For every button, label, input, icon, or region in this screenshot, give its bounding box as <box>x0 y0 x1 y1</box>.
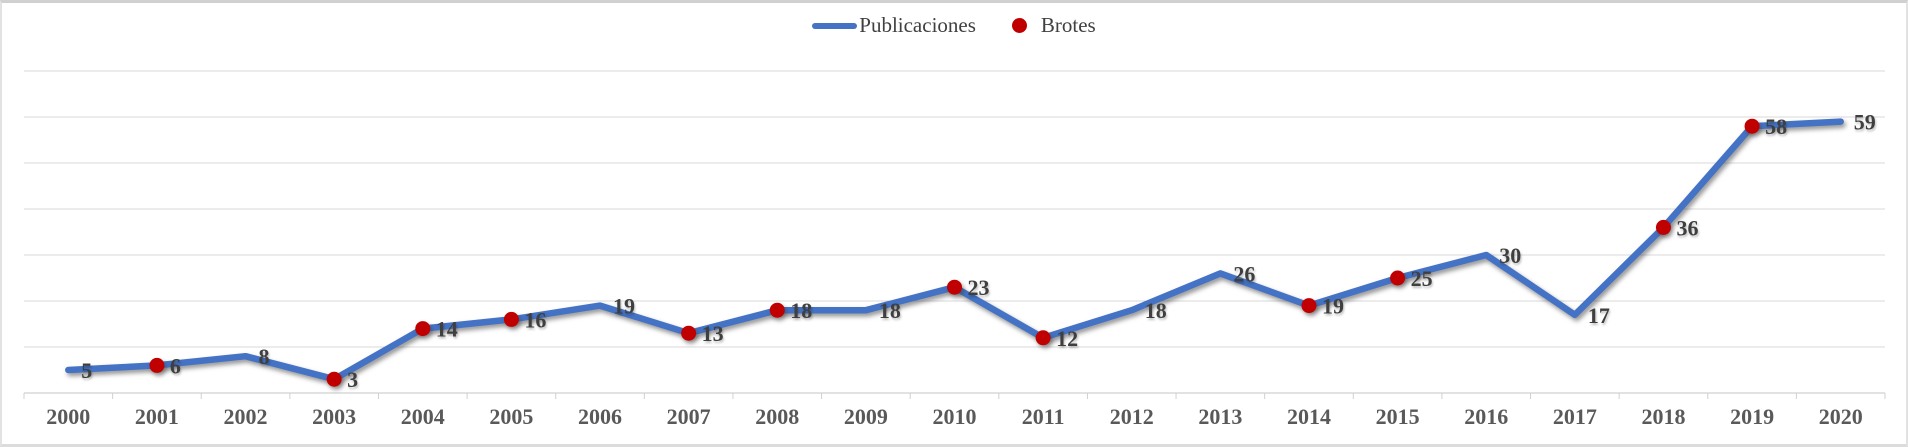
data-label: 19 <box>613 294 635 319</box>
legend-label-publicaciones: Publicaciones <box>859 13 976 37</box>
data-label: 16 <box>524 307 546 332</box>
data-label: 12 <box>1056 326 1078 351</box>
data-label: 25 <box>1411 266 1433 291</box>
data-label: 17 <box>1588 303 1610 328</box>
publicaciones-line <box>65 118 1844 383</box>
x-axis-label: 2006 <box>578 404 622 429</box>
brotes-dot <box>1744 118 1760 134</box>
data-label: 26 <box>1233 261 1255 286</box>
data-label: 30 <box>1499 243 1521 268</box>
x-axis-label: 2016 <box>1464 404 1508 429</box>
brotes-dot <box>1035 330 1051 346</box>
brotes-dot <box>947 279 962 295</box>
brotes-dot <box>681 325 697 341</box>
x-axis-label: 2019 <box>1730 404 1774 429</box>
brotes-dot <box>1390 270 1406 286</box>
x-axis-label: 2004 <box>401 404 445 429</box>
brotes-dot <box>503 311 519 327</box>
data-label: 36 <box>1676 215 1698 240</box>
data-label: 13 <box>702 321 724 346</box>
x-axis-label: 2010 <box>933 404 977 429</box>
data-label: 18 <box>879 298 901 323</box>
brotes-dot <box>326 371 342 387</box>
brotes-dot <box>1655 219 1671 235</box>
brotes-dot <box>1301 298 1317 314</box>
data-label: 18 <box>1145 298 1167 323</box>
x-axis-label: 2012 <box>1110 404 1154 429</box>
x-axis-label: 2002 <box>224 404 268 429</box>
line-swatch-icon <box>812 22 858 29</box>
x-axis-label: 2003 <box>312 404 356 429</box>
x-axis-label: 2014 <box>1287 404 1331 429</box>
legend-item-brotes: Brotes <box>1011 13 1096 37</box>
data-label: 5 <box>81 358 92 383</box>
data-label: 6 <box>170 353 181 378</box>
data-label: 3 <box>347 367 358 392</box>
x-axis-label: 2017 <box>1553 404 1597 429</box>
x-axis-label: 2000 <box>46 404 90 429</box>
legend-label-brotes: Brotes <box>1040 13 1096 37</box>
x-axis-label: 2011 <box>1022 404 1065 429</box>
brotes-dot <box>769 302 785 318</box>
x-axis-label: 2005 <box>489 404 533 429</box>
legend-item-publicaciones: Publicaciones <box>812 15 976 36</box>
data-label: 18 <box>790 298 812 323</box>
data-label: 19 <box>1322 294 1344 319</box>
brotes-dot <box>415 321 431 337</box>
x-axis-label: 2001 <box>135 404 179 429</box>
data-label: 59 <box>1854 110 1876 135</box>
chart-legend: Publicaciones Brotes <box>2 15 1906 36</box>
chart-canvas: 2000 2001 2002 2003 2004 2005 2006 2007 2008 2009… <box>23 70 1886 429</box>
x-axis-label: 2009 <box>844 404 888 429</box>
x-axis-label: 2008 <box>755 404 799 429</box>
data-label: 23 <box>968 275 990 300</box>
data-label: 58 <box>1765 114 1787 139</box>
x-axis-label: 2018 <box>1641 404 1685 429</box>
x-axis-label: 2007 <box>667 404 711 429</box>
x-axis-label: 2015 <box>1376 404 1420 429</box>
x-axis-label: 2013 <box>1198 404 1242 429</box>
brotes-dot <box>149 357 165 373</box>
data-label: 14 <box>436 317 458 342</box>
data-label: 8 <box>259 344 270 369</box>
dot-swatch-icon <box>1011 18 1027 33</box>
x-axis-label: 2020 <box>1819 404 1863 429</box>
